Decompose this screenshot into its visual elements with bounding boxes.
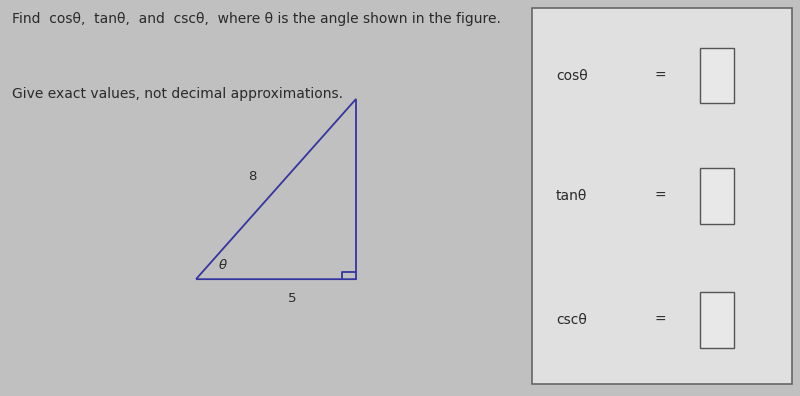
Text: Give exact values, not decimal approximations.: Give exact values, not decimal approxima…: [12, 87, 343, 101]
Text: 8: 8: [248, 170, 256, 183]
Text: =: =: [654, 189, 666, 203]
FancyBboxPatch shape: [700, 168, 734, 224]
FancyBboxPatch shape: [700, 48, 734, 103]
Text: Find  cosθ,  tanθ,  and  cscθ,  where θ is the angle shown in the figure.: Find cosθ, tanθ, and cscθ, where θ is th…: [12, 12, 501, 26]
Text: =: =: [654, 69, 666, 83]
FancyBboxPatch shape: [700, 292, 734, 348]
FancyBboxPatch shape: [532, 8, 792, 384]
Text: tanθ: tanθ: [556, 189, 587, 203]
Text: =: =: [654, 313, 666, 327]
Text: cosθ: cosθ: [556, 69, 588, 83]
Text: θ: θ: [218, 259, 226, 272]
Text: cscθ: cscθ: [556, 313, 587, 327]
Text: 5: 5: [288, 293, 296, 305]
